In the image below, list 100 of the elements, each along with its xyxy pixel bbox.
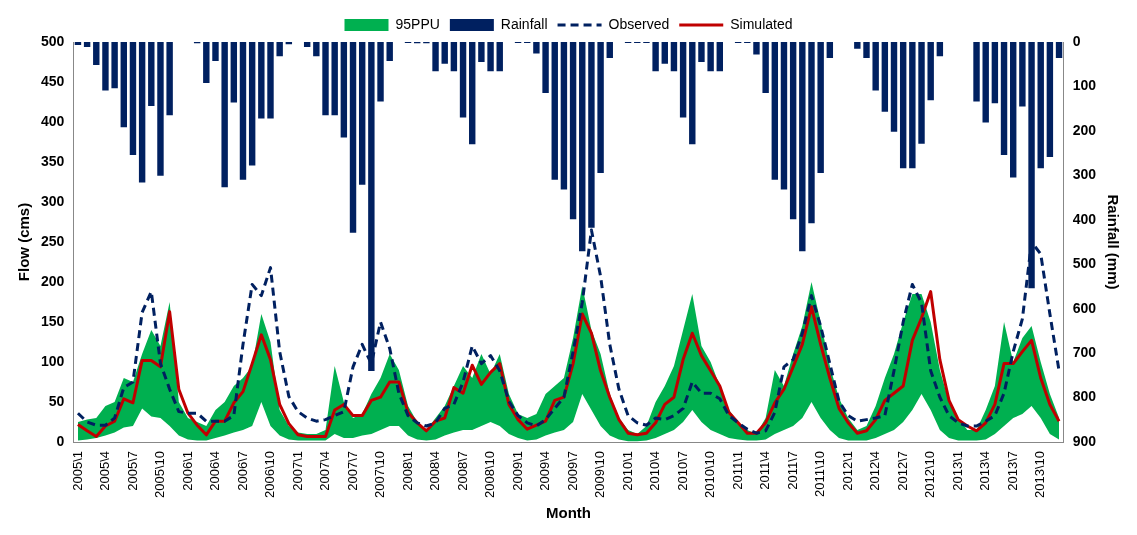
bar: [542, 42, 549, 94]
bar: [1037, 42, 1044, 169]
bar: [230, 42, 238, 103]
bar: [276, 42, 283, 57]
bar: [707, 42, 714, 72]
x-tick-label: 2007\4: [317, 451, 333, 491]
bar: [799, 42, 806, 252]
bar: [716, 42, 723, 72]
bar: [93, 42, 100, 66]
bar: [606, 42, 613, 58]
x-tick-label: 2005\10: [152, 451, 168, 499]
y-tick-label: 100: [41, 352, 65, 369]
y-tick-label: 250: [41, 232, 65, 249]
x-tick-label: 2011\4: [757, 451, 773, 490]
bar: [221, 42, 228, 188]
bar: [863, 42, 870, 58]
bar: [138, 42, 146, 183]
bar: [432, 42, 439, 72]
bar: [1019, 42, 1026, 107]
bar: [890, 42, 898, 132]
bar: [212, 42, 219, 62]
x-tick-label: 2012\1: [839, 451, 855, 491]
x-tick-label: 2012\7: [894, 451, 910, 491]
bar: [478, 42, 485, 62]
x-tick-label: 2011\1: [729, 451, 745, 490]
bar: [340, 42, 348, 138]
bar: [652, 42, 659, 72]
y-tick-label: 350: [41, 152, 65, 169]
bar: [303, 42, 311, 47]
bar: [1000, 42, 1008, 155]
bar: [129, 42, 137, 155]
bar: [753, 42, 760, 55]
x-tick-label: 2008\7: [454, 451, 470, 491]
x-tick-label: 2013\1: [949, 451, 965, 491]
bar: [120, 42, 127, 128]
bar: [74, 42, 82, 46]
bar: [331, 42, 338, 116]
legend-label: Observed: [608, 15, 670, 32]
bar: [789, 42, 797, 220]
y-tick-label: 400: [41, 112, 65, 129]
y-tick-label: 150: [41, 312, 65, 329]
bar: [679, 42, 687, 118]
x-tick-label: 2010\1: [619, 451, 635, 491]
bar: [826, 42, 834, 58]
bar: [487, 42, 494, 72]
y-tick-label: 300: [41, 192, 65, 209]
x-tick-label: 2010\7: [674, 451, 690, 491]
bar: [239, 42, 247, 180]
y2-tick-label: 400: [1072, 210, 1097, 227]
x-tick-label: 2013\4: [977, 451, 993, 491]
x-tick-label: 2007\7: [344, 451, 360, 491]
bar: [762, 42, 769, 94]
y2-tick-label: 100: [1072, 77, 1097, 94]
bar: [441, 42, 448, 64]
x-tick-label: 2008\10: [482, 451, 498, 499]
bar: [258, 42, 265, 119]
bar: [973, 42, 980, 102]
y-tick-label: 50: [48, 392, 65, 409]
x-tick-label: 2005\4: [97, 451, 113, 491]
y2-tick-label: 0: [1072, 32, 1081, 49]
y2-tick-label: 300: [1072, 166, 1097, 183]
bar: [579, 42, 586, 252]
legend-label: Simulated: [730, 15, 793, 32]
bar: [1046, 42, 1054, 158]
bar: [991, 42, 999, 104]
x-tick-label: 2012\10: [922, 451, 938, 499]
bar: [322, 42, 329, 116]
y2-tick-label: 600: [1072, 299, 1097, 316]
x-tick-label: 2010\4: [647, 451, 663, 491]
y2-tick-label: 800: [1072, 388, 1097, 405]
x-tick-label: 2006\10: [262, 451, 278, 499]
bar: [450, 42, 458, 72]
bar: [698, 42, 705, 62]
bar: [597, 42, 604, 174]
bar: [377, 42, 384, 102]
y-tick-label: 500: [41, 32, 65, 49]
x-tick-label: 2006\1: [179, 451, 195, 491]
y-axis-title: Flow (cms): [15, 202, 33, 282]
x-tick-label: 2007\1: [289, 451, 305, 491]
bar: [881, 42, 889, 112]
x-tick-label: 2005\7: [124, 451, 140, 491]
y-tick-label: 450: [41, 72, 65, 89]
bar: [569, 42, 577, 220]
x-tick-label: 2010\10: [702, 451, 718, 499]
y2-tick-label: 700: [1072, 343, 1097, 360]
x-tick-label: 2008\4: [427, 451, 443, 491]
bar: [83, 42, 91, 47]
bar: [459, 42, 467, 118]
bar: [102, 42, 109, 91]
bar: [918, 42, 925, 144]
bar: [1010, 42, 1017, 178]
x-axis-title: Month: [546, 504, 591, 522]
bar: [560, 42, 568, 190]
x-tick-label: 2009\7: [564, 451, 580, 491]
y2-tick-label: 500: [1072, 255, 1097, 272]
bar: [808, 42, 815, 224]
bar: [203, 42, 210, 83]
bar: [936, 42, 944, 57]
x-tick-label: 2007\10: [372, 451, 388, 499]
x-tick-label: 2006\4: [207, 451, 223, 491]
